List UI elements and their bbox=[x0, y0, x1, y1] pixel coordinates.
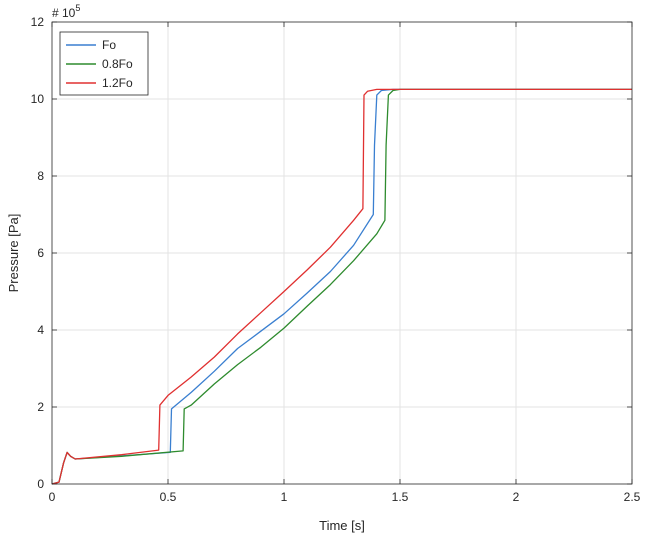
legend-label: Fo bbox=[102, 38, 116, 52]
tick-marks bbox=[51, 21, 633, 485]
x-tick-label: 2 bbox=[513, 490, 520, 504]
series-layer bbox=[51, 88, 632, 485]
y-tick-label: 2 bbox=[37, 400, 44, 414]
x-tick-label: 0.5 bbox=[160, 490, 177, 504]
legend: Fo 0.8Fo 1.2Fo bbox=[59, 31, 149, 96]
y-tick-label: 12 bbox=[31, 15, 45, 29]
x-tick-label: 1.5 bbox=[392, 490, 409, 504]
y-axis-label: Pressure [Pa] bbox=[6, 214, 21, 293]
x-tick-label: 0 bbox=[49, 490, 56, 504]
series-line-1-2fo bbox=[51, 88, 632, 485]
x-tick-label: 2.5 bbox=[624, 490, 641, 504]
grid-lines bbox=[52, 22, 632, 484]
x-axis-label: Time [s] bbox=[319, 518, 365, 533]
y-tick-label: 4 bbox=[37, 323, 44, 337]
y-tick-label: 6 bbox=[37, 246, 44, 260]
y-tick-label: 10 bbox=[31, 92, 45, 106]
x-tick-label: 1 bbox=[281, 490, 288, 504]
legend-label: 1.2Fo bbox=[102, 76, 133, 90]
y-axis-exponent: # 105 bbox=[52, 3, 80, 20]
legend-label: 0.8Fo bbox=[102, 57, 133, 71]
y-tick-label: 0 bbox=[37, 477, 44, 491]
y-tick-label: 8 bbox=[37, 169, 44, 183]
y-tick-labels: 0 2 4 6 8 10 12 bbox=[31, 15, 45, 491]
x-tick-labels: 0 0.5 1 1.5 2 2.5 bbox=[49, 490, 641, 504]
